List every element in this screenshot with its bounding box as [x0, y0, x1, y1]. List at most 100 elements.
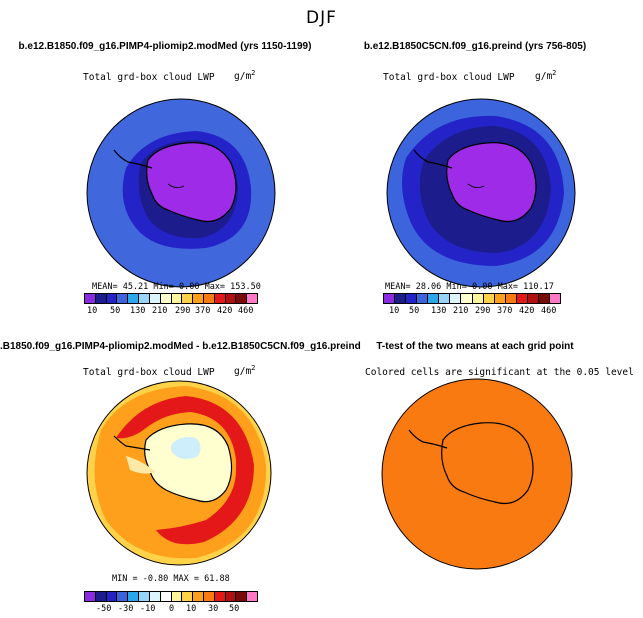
- panel-2-tick: 210: [453, 306, 469, 316]
- panel-1-swatch: [160, 294, 172, 303]
- panel-3-peninsula: [113, 435, 151, 451]
- panel-3-colorbar: [84, 591, 258, 602]
- panel-3-swatch: [139, 592, 150, 601]
- panel-2-swatch: [439, 294, 451, 303]
- panel-1-swatch: [182, 294, 194, 303]
- panel-1-tick: 50: [110, 306, 121, 316]
- panel-3-swatch: [214, 592, 226, 601]
- panel-2-stats: MEAN= 28.06 Min= 0.00 Max= 110.17: [385, 282, 554, 292]
- panel-3-swatch: [193, 592, 204, 601]
- panel-1-swatch: [193, 294, 204, 303]
- panel-3-swatch: [247, 592, 257, 601]
- panel-1-tick: 420: [217, 306, 233, 316]
- panel-2-swatch: [538, 294, 550, 303]
- panel-3-units: g/m2: [234, 364, 256, 378]
- panel-3-swatch: [160, 592, 172, 601]
- panel-2-tick: 460: [541, 306, 557, 316]
- panel-1-title: b.e12.B1850.f09_g16.PIMP4-pliomip2.modMe…: [18, 41, 312, 52]
- panel-3-swatch: [128, 592, 140, 601]
- panel-2-swatch: [516, 294, 528, 303]
- panel-1-subtitle: Total grd-box cloud LWP: [83, 72, 215, 83]
- panel-2-antarctica: [446, 142, 537, 223]
- panel-3-swatch: [85, 592, 96, 601]
- panel-1-swatch: [85, 294, 96, 303]
- panel-2-swatch: [505, 294, 517, 303]
- panel-1-tick: 210: [152, 306, 168, 316]
- panel-2-swatch: [483, 294, 495, 303]
- panel-1-colorbar: [84, 293, 258, 304]
- panel-3-map: [86, 380, 272, 566]
- panel-1-swatch: [139, 294, 150, 303]
- panel-1-tick: 460: [238, 306, 254, 316]
- panel-3-tick: -50: [96, 604, 112, 614]
- panel-4-significant-fill: [382, 379, 572, 569]
- panel-2-tick: 10: [389, 306, 400, 316]
- panel-2-ice-shelf: [467, 183, 485, 188]
- panel-3-blue-patch: [170, 436, 201, 459]
- panel-1-swatch: [106, 294, 118, 303]
- figure-title: DJF: [306, 8, 337, 28]
- panel-3-tick: 30: [208, 604, 219, 614]
- panel-4-title: T-test of the two means at each grid poi…: [376, 341, 574, 352]
- panel-2-units: g/m2: [535, 69, 557, 83]
- panel-1-antarctica: [146, 142, 237, 223]
- panel-2-swatch: [417, 294, 429, 303]
- panel-1-swatch: [117, 294, 129, 303]
- panel-3-tick: 10: [186, 604, 197, 614]
- panel-1-swatch: [171, 294, 183, 303]
- panel-2-subtitle: Total grd-box cloud LWP: [383, 72, 515, 83]
- panel-2-swatch: [406, 294, 418, 303]
- panel-4-peninsula: [408, 429, 448, 449]
- panel-1-swatch: [225, 294, 237, 303]
- panel-2-swatch: [549, 294, 560, 303]
- panel-1-swatch: [203, 294, 215, 303]
- panel-2-swatch: [450, 294, 462, 303]
- panel-2-tick: 370: [497, 306, 513, 316]
- panel-3-subtitle: Total grd-box cloud LWP: [83, 367, 215, 378]
- panel-2-tick: 420: [519, 306, 535, 316]
- panel-3-swatch: [171, 592, 183, 601]
- panel-1-swatch: [128, 294, 140, 303]
- panel-3-swatch: [203, 592, 215, 601]
- panel-3-tick: 50: [229, 604, 240, 614]
- panel-2-peninsula: [413, 149, 453, 169]
- panel-2-tick: 290: [475, 306, 491, 316]
- panel-2-swatch: [494, 294, 506, 303]
- panel-1-swatch: [247, 294, 257, 303]
- panel-2-tick: 130: [431, 306, 447, 316]
- panel-3-pale-tongue: [126, 456, 156, 474]
- panel-4-map: [381, 378, 573, 570]
- panel-3-swatch: [182, 592, 194, 601]
- panel-1-swatch: [149, 294, 161, 303]
- panel-2-colorbar: [383, 293, 561, 304]
- panel-1-tick: 10: [87, 306, 98, 316]
- panel-3-title: .B1850.f09_g16.PIMP4-pliomip2.modMed - b…: [0, 341, 361, 352]
- panel-2-swatch: [384, 294, 396, 303]
- panel-2-map: [386, 98, 576, 288]
- panel-1-swatch: [95, 294, 107, 303]
- panel-2-swatch: [472, 294, 484, 303]
- panel-3-swatch: [95, 592, 107, 601]
- panel-3-tick: 0: [169, 604, 175, 614]
- panel-3-swatch: [236, 592, 248, 601]
- panel-3-tick: -10: [140, 604, 156, 614]
- panel-4-antarctica-outline: [441, 422, 534, 505]
- panel-1-tick: 370: [195, 306, 211, 316]
- panel-1-swatch: [236, 294, 248, 303]
- panel-2-title: b.e12.B1850C5CN.f09_g16.preind (yrs 756-…: [363, 41, 587, 52]
- panel-2-swatch: [461, 294, 473, 303]
- panel-3-swatch: [106, 592, 118, 601]
- panel-3-stats: MIN = -0.80 MAX = 61.88: [112, 574, 230, 584]
- panel-2-swatch: [527, 294, 539, 303]
- panel-2-swatch: [428, 294, 440, 303]
- panel-3-tick: -30: [118, 604, 134, 614]
- panel-3-swatch: [149, 592, 161, 601]
- panel-2-swatch: [395, 294, 407, 303]
- panel-1-tick: 130: [130, 306, 146, 316]
- panel-3-swatch: [225, 592, 237, 601]
- panel-4-subtitle: Colored cells are significant at the 0.0…: [365, 367, 634, 378]
- panel-1-stats: MEAN= 45.21 Min= 0.00 Max= 153.50: [92, 282, 261, 292]
- panel-3-swatch: [117, 592, 129, 601]
- panel-1-ice-shelf: [167, 183, 185, 188]
- panel-1-map: [86, 98, 276, 288]
